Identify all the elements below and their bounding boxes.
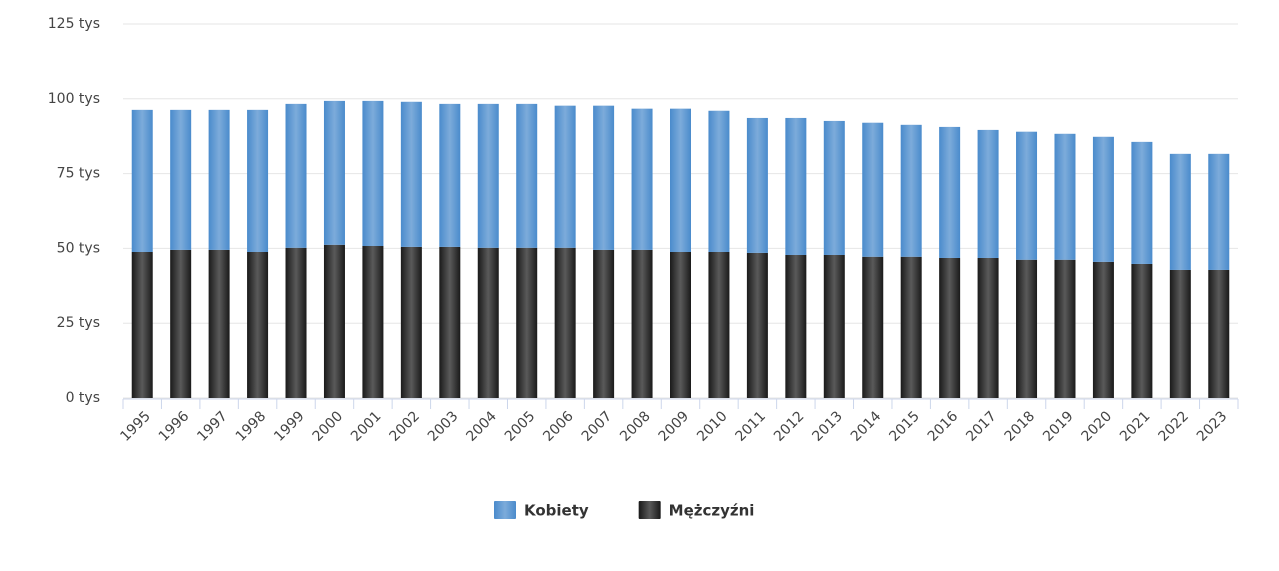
x-tick-label: 1997 [194,408,231,445]
bar-sheen [1131,141,1153,264]
legend-label: Mężczyźni [669,502,755,520]
x-tick-label: 2010 [694,408,731,445]
x-tick-label: 2020 [1079,408,1116,445]
x-tick-label: 1995 [117,408,154,445]
x-tick-label: 2006 [540,408,577,445]
bar-sheen [1016,131,1038,260]
bar-sheen [1208,269,1230,398]
x-tick-label: 2005 [502,408,539,445]
bar-sheen [823,120,845,255]
bar-sheen [1169,269,1191,398]
x-tick-label: 2004 [463,408,500,445]
legend-label: Kobiety [524,502,589,520]
bar-sheen [516,103,538,248]
bar-sheen [400,246,422,398]
bar-sheen [823,254,845,398]
bar-sheen [1131,263,1153,398]
x-tick-label: 2021 [1117,408,1154,445]
bar-sheen [1169,153,1191,270]
x-tick-label: 2014 [848,408,885,445]
bar-sheen [1208,153,1230,270]
bar-sheen [977,257,999,398]
bar-sheen [554,105,576,248]
legend-sheen [494,501,516,519]
bar-sheen [400,101,422,247]
legend-sheen [638,501,661,519]
bar-sheen [670,251,691,398]
x-tick-label: 2001 [348,408,385,445]
bar-sheen [939,257,961,398]
bar-sheen [1054,133,1076,260]
bar-sheen [439,103,461,247]
x-tick-label: 2007 [579,408,616,445]
x-tick-label: 2008 [617,408,654,445]
bar-sheen [746,252,768,398]
y-tick-label: 50 tys [57,240,100,256]
bar-sheen [631,249,653,398]
y-tick-label: 25 tys [57,315,100,331]
bar-sheen [247,251,269,398]
bar-sheen [131,251,153,398]
bar-sheen [170,109,192,250]
bar-sheen [862,122,884,257]
x-tick-label: 1999 [271,408,308,445]
x-tick-label: 2012 [771,408,808,445]
y-tick-label: 100 tys [48,91,100,107]
bar-sheen [170,249,192,398]
bar-sheen [477,103,499,248]
bar-sheen [593,249,615,398]
x-tick-label: 1996 [156,408,193,445]
bar-sheen [247,109,269,252]
bar-sheen [939,126,961,258]
x-tick-label: 2002 [387,408,424,445]
bar-sheen [670,108,691,252]
bar-sheen [208,109,230,250]
bar-sheen [708,251,730,398]
bar-sheen [1092,261,1114,398]
bar-sheen [977,129,999,258]
bar-sheen [1092,136,1114,262]
bar-sheen [516,247,538,398]
x-tick-label: 2013 [809,408,846,445]
x-tick-label: 2017 [963,408,1000,445]
bar-sheen [285,247,307,398]
bar-sheen [131,109,153,252]
bar-sheen [1016,259,1038,398]
bar-sheen [439,246,461,398]
bar-sheen [708,110,730,252]
bar-sheen [285,103,307,248]
bar-sheen [362,100,384,247]
bar-sheen [862,256,884,398]
x-tick-label: 2023 [1194,408,1231,445]
bar-sheen [362,246,384,398]
x-tick-label: 2015 [886,408,923,445]
bar-sheen [554,247,576,398]
bar-sheen [900,256,922,398]
y-tick-label: 75 tys [57,166,100,182]
bar-sheen [785,254,807,398]
x-tick-label: 2022 [1155,408,1192,445]
bar-sheen [323,244,345,398]
x-tick-label: 2011 [733,408,770,445]
bar-sheen [785,117,807,255]
bar-sheen [746,117,768,253]
bar-sheen [631,108,653,250]
bar-sheen [323,100,345,245]
x-tick-label: 2003 [425,408,462,445]
x-tick-label: 2016 [925,408,962,445]
x-tick-label: 2009 [656,408,693,445]
bar-sheen [208,249,230,398]
bar-sheen [593,105,615,250]
bar-sheen [900,124,922,257]
x-tick-label: 2018 [1002,408,1039,445]
x-tick-label: 2019 [1040,408,1077,445]
x-tick-label: 2000 [310,408,347,445]
y-tick-label: 125 tys [48,16,100,32]
bar-sheen [477,247,499,398]
x-tick-label: 1998 [233,408,270,445]
bar-sheen [1054,259,1076,398]
y-tick-label: 0 tys [66,390,100,406]
